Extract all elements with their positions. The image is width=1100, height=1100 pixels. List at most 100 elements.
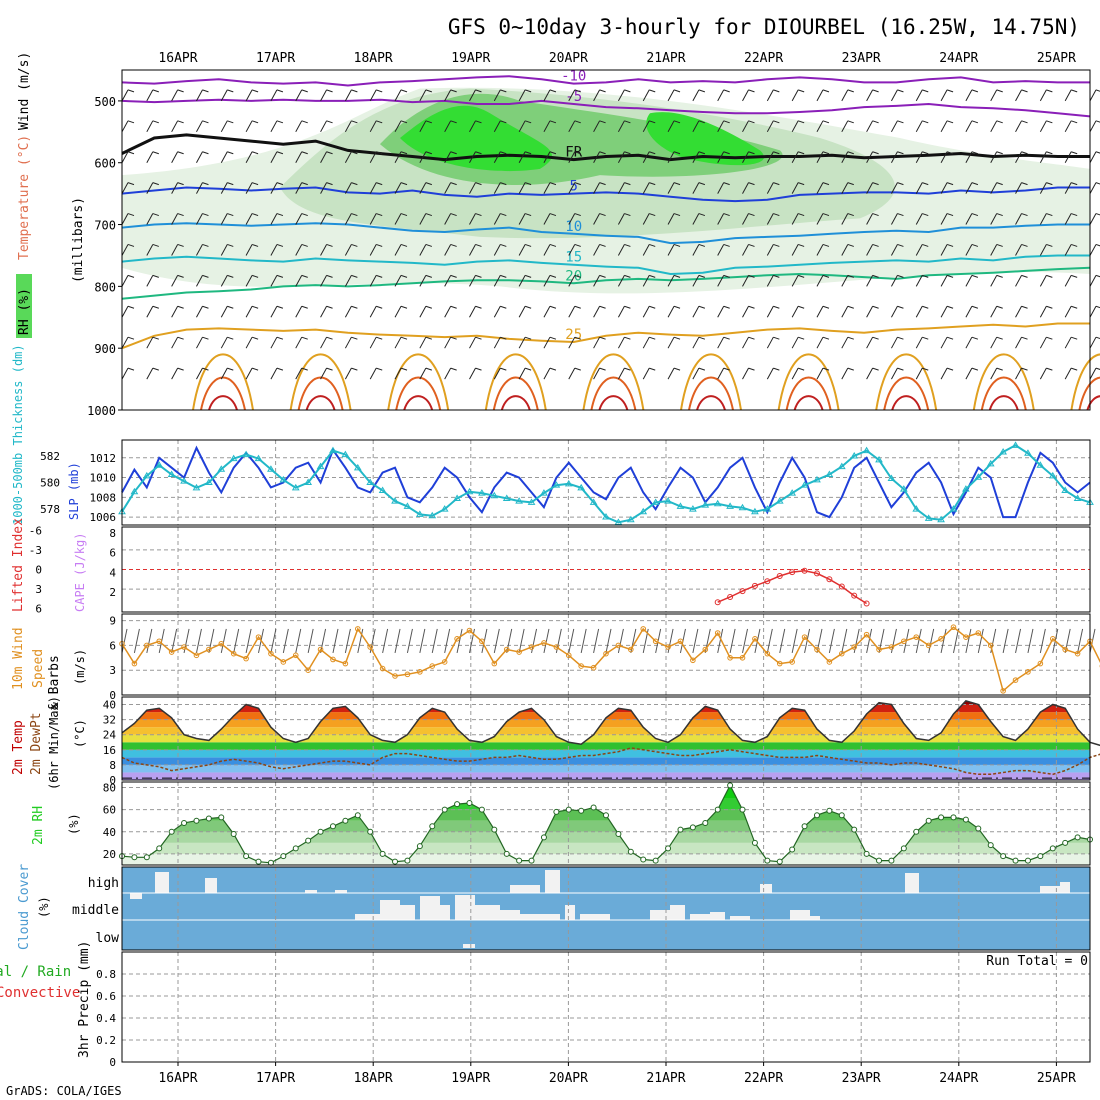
wind-speed-point (603, 650, 609, 657)
wind-barb (791, 151, 799, 163)
y-tick-label: 20 (103, 848, 116, 861)
wind-barb (617, 151, 625, 163)
wind-barb (419, 275, 427, 287)
series-point (986, 459, 995, 467)
wind-barb (791, 182, 799, 194)
wind-barb-flag (748, 151, 755, 155)
wind-barb-flag (1071, 274, 1078, 278)
series-point (341, 450, 350, 458)
panel-bg (122, 952, 1090, 1062)
rh-band (122, 853, 1090, 865)
wind-barb-flag (202, 243, 209, 247)
series-point (465, 487, 474, 495)
wind-barb-flag (872, 305, 879, 309)
ylabel-cloud-pct: (%) (37, 896, 51, 918)
wind-barb (369, 89, 377, 102)
ylabel-temperature: Temperature (°C) (17, 135, 32, 260)
wind-speed-point (144, 642, 150, 649)
wind-barb (146, 367, 154, 380)
date-label-top: 21APR (646, 51, 685, 66)
wind-barb-10m (779, 628, 786, 654)
cloud-bar (475, 905, 500, 920)
series-point (279, 475, 288, 483)
wind-barb (493, 151, 501, 163)
wind-barb (320, 367, 328, 380)
rh-point (243, 853, 250, 860)
rh-point (156, 845, 163, 852)
wind-speed-point (392, 673, 398, 679)
wind-barb-flag (276, 120, 284, 124)
wind-barb-flag (251, 89, 259, 93)
rh-label-swatch (16, 274, 32, 338)
wind-barb (121, 336, 129, 349)
ylabel-10m-wind: 10m Wind (11, 627, 26, 690)
wind-barb-10m (444, 628, 451, 654)
rh-point (491, 826, 498, 833)
wind-barb-flag (227, 336, 234, 340)
wind-barb-flag (673, 336, 681, 340)
wind-speed-point (826, 659, 833, 665)
series-point (167, 470, 176, 478)
wind-barb-10m (915, 628, 922, 654)
wind-barb-flag (822, 305, 830, 309)
wind-barb-flag (351, 274, 358, 278)
wind-barb (444, 306, 452, 318)
wind-barb (940, 275, 948, 287)
wind-barb-flag (500, 367, 507, 371)
wind-barb-flag (524, 120, 532, 124)
wind-barb (146, 182, 154, 194)
series-point (204, 478, 213, 485)
cloud-bar (205, 878, 217, 893)
rh-point (950, 814, 957, 821)
ylabel-speed: Speed (31, 649, 46, 688)
wind-barb-flag (773, 305, 780, 309)
rh-point (367, 828, 374, 835)
wind-barb-flag (202, 336, 209, 340)
wind-barb (816, 275, 824, 287)
wind-barb (791, 120, 799, 133)
y-tick-label: 600 (94, 157, 116, 171)
wind-speed-point (901, 638, 907, 645)
wind-barb (915, 306, 923, 318)
wind-barb (940, 89, 948, 102)
y-tick-label-thickness: 580 (40, 477, 60, 490)
series-point (813, 475, 821, 483)
wind-barb (419, 244, 427, 256)
series-point (589, 498, 598, 505)
series-point (242, 450, 250, 458)
wind-barb-flag (723, 336, 730, 340)
y-tick-label-thickness: 578 (40, 503, 60, 516)
wind-barb-flag (152, 305, 159, 309)
wind-speed-point (367, 644, 374, 650)
wind-barb-flag (475, 243, 482, 247)
wind-barb-flag (897, 243, 904, 247)
wind-barb (692, 213, 700, 225)
wind-barb-flag (971, 213, 979, 217)
upper-air-ylabel: RH (%) Temperature (°C) Wind (m/s) (16, 52, 32, 338)
rh-point (181, 819, 188, 826)
rh-point (1062, 839, 1069, 846)
y-tick-label-li: 0 (35, 564, 42, 577)
wind-barb (543, 182, 551, 194)
temp-contour (121, 98, 1091, 118)
wind-barb-flag (1095, 120, 1100, 123)
wind-barb-flag (351, 182, 358, 186)
temp-surface-contour (980, 376, 1027, 411)
wind-barb (295, 367, 303, 380)
wind-barb-flag (152, 120, 159, 124)
temp-surface-contour (200, 376, 246, 411)
wind-barb (568, 244, 576, 256)
panel-frame (121, 696, 1091, 781)
date-label-top: 17APR (256, 51, 295, 66)
wind-barb-flag (177, 151, 184, 155)
wind-speed-point (268, 650, 274, 657)
wind-barb-flag (425, 89, 433, 93)
wind-speed-point (516, 649, 522, 655)
wind-barb-flag (872, 274, 879, 278)
wind-barb-flag (797, 213, 805, 217)
wind-barb (742, 120, 749, 133)
temp-band (122, 772, 1090, 780)
wind-barb (344, 275, 352, 287)
wind-barb-flag (748, 89, 755, 93)
